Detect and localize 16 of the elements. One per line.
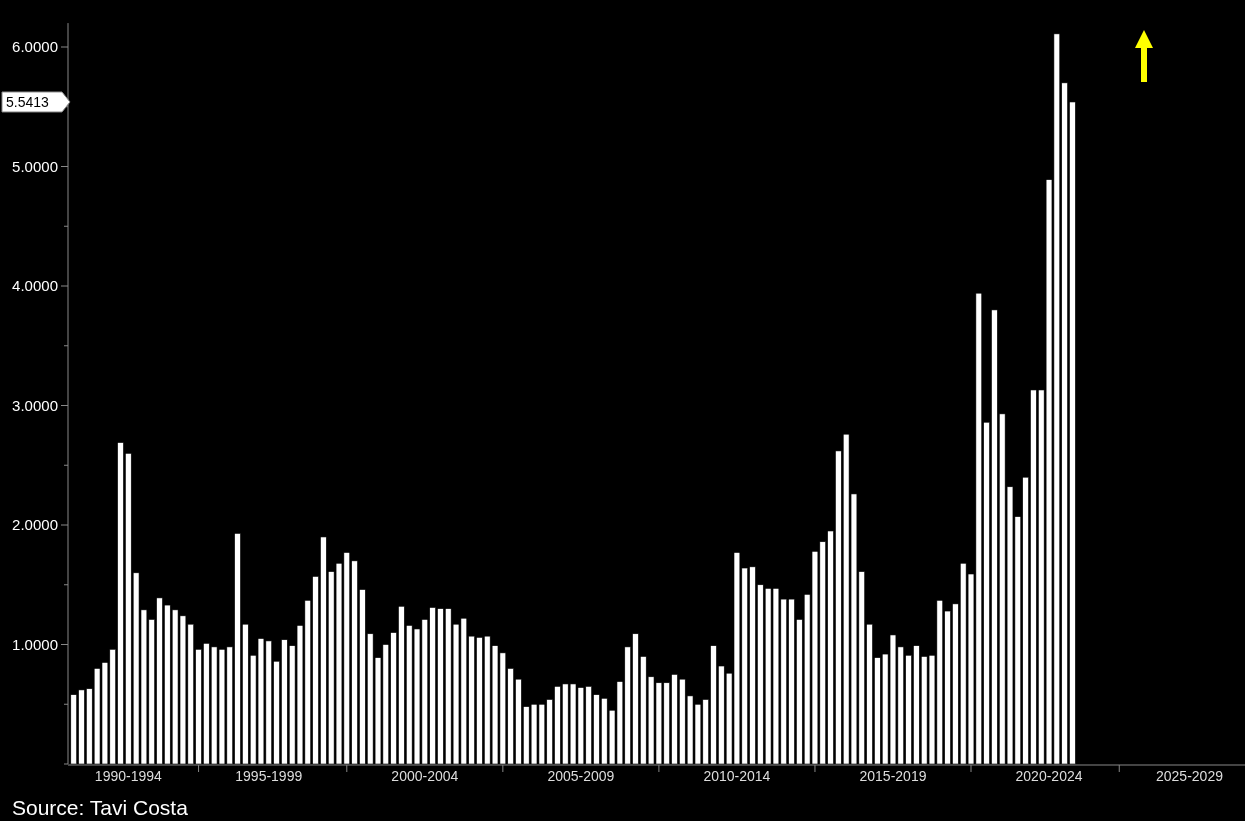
x-tick-label: 2000-2004 (391, 768, 459, 784)
y-tick-label: 3.0000 (12, 396, 58, 414)
y-tick-label: 4.0000 (12, 277, 58, 295)
x-tick-label: 1995-1999 (235, 768, 303, 784)
y-tick-label: 6.0000 (12, 38, 58, 56)
x-tick-label: 2015-2019 (859, 768, 927, 784)
x-tick-label: 2005-2009 (547, 768, 615, 784)
x-tick-label: 2010-2014 (703, 768, 771, 784)
y-tick-label: 5.0000 (12, 157, 58, 175)
y-tick-label: 1.0000 (12, 635, 58, 653)
x-tick-label: 2020-2024 (1015, 768, 1083, 784)
y-tick-label: 2.0000 (12, 516, 58, 534)
x-tick-label: 1990-1994 (94, 768, 163, 784)
text: 5.5413 (6, 93, 50, 110)
x-tick-label: 2025-2029 (1156, 768, 1224, 784)
source-note: Source: Tavi Costa (12, 796, 189, 819)
